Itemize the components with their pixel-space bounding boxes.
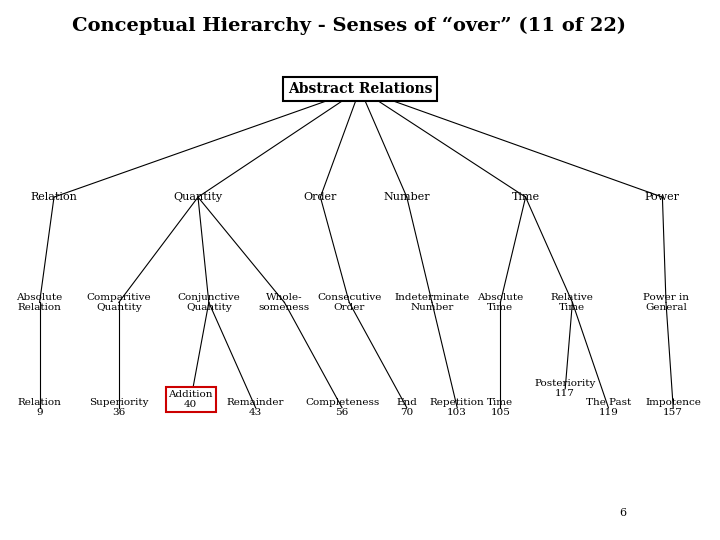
Text: Power in
General: Power in General: [643, 293, 689, 312]
Text: Relative
Time: Relative Time: [551, 293, 594, 312]
Text: Absolute
Relation: Absolute Relation: [17, 293, 63, 312]
Text: Conjunctive
Quantity: Conjunctive Quantity: [177, 293, 240, 312]
Text: Conceptual Hierarchy - Senses of “over” (11 of 22): Conceptual Hierarchy - Senses of “over” …: [72, 16, 626, 35]
Text: Abstract Relations: Abstract Relations: [288, 82, 432, 96]
Text: Number: Number: [384, 192, 430, 202]
Text: The Past
119: The Past 119: [586, 398, 631, 417]
Text: Consecutive
Order: Consecutive Order: [317, 293, 382, 312]
Text: Time
105: Time 105: [487, 398, 513, 417]
Text: 6: 6: [619, 508, 626, 518]
Text: Remainder
43: Remainder 43: [227, 398, 284, 417]
Text: Indeterminate
Number: Indeterminate Number: [395, 293, 469, 312]
Text: Relation
9: Relation 9: [18, 398, 61, 417]
Text: Posteriority
117: Posteriority 117: [534, 379, 596, 399]
Text: Comparitive
Quantity: Comparitive Quantity: [86, 293, 151, 312]
Text: Time: Time: [511, 192, 540, 202]
Text: Absolute
Time: Absolute Time: [477, 293, 523, 312]
Text: Power: Power: [645, 192, 680, 202]
Text: End
70: End 70: [397, 398, 417, 417]
Text: Addition
40: Addition 40: [168, 390, 213, 409]
Text: Quantity: Quantity: [174, 192, 222, 202]
Text: Relation: Relation: [30, 192, 78, 202]
Text: Superiority
36: Superiority 36: [89, 398, 148, 417]
Text: Whole-
someness: Whole- someness: [258, 293, 310, 312]
Text: Completeness
56: Completeness 56: [305, 398, 379, 417]
Text: Impotence
157: Impotence 157: [645, 398, 701, 417]
Text: Repetition
103: Repetition 103: [430, 398, 485, 417]
Text: Order: Order: [304, 192, 337, 202]
